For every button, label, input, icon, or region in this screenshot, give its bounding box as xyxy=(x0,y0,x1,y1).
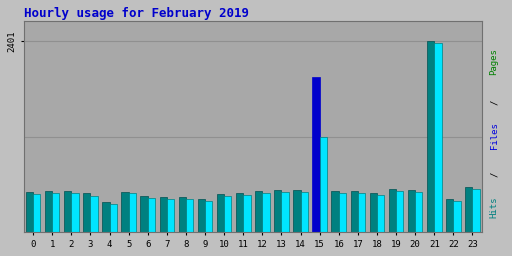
Text: Files: Files xyxy=(489,122,499,149)
Bar xyxy=(71,193,79,232)
Bar xyxy=(26,192,33,232)
Bar xyxy=(301,192,308,232)
Bar xyxy=(121,192,129,232)
Bar xyxy=(377,195,384,232)
Bar xyxy=(186,199,193,232)
Bar xyxy=(319,137,327,232)
Text: /: / xyxy=(489,100,499,105)
Bar xyxy=(205,201,212,232)
Bar xyxy=(140,196,148,232)
Bar xyxy=(64,190,71,232)
Text: Hits: Hits xyxy=(489,197,499,218)
Bar xyxy=(408,190,415,232)
Bar xyxy=(415,192,422,232)
Bar xyxy=(110,204,117,232)
Text: Hourly usage for February 2019: Hourly usage for February 2019 xyxy=(24,7,249,20)
Bar xyxy=(293,190,301,232)
Bar xyxy=(282,192,289,232)
Bar xyxy=(370,193,377,232)
Bar xyxy=(148,198,155,232)
Bar xyxy=(217,194,224,232)
Bar xyxy=(396,191,403,232)
Bar xyxy=(274,190,282,232)
Bar xyxy=(224,196,231,232)
Bar xyxy=(102,202,110,232)
Bar xyxy=(331,191,339,232)
Bar xyxy=(243,195,250,232)
Bar xyxy=(83,193,91,232)
Bar xyxy=(129,193,136,232)
Bar xyxy=(339,193,346,232)
Bar xyxy=(434,43,441,232)
Bar xyxy=(389,189,396,232)
Bar xyxy=(236,193,243,232)
Text: Pages: Pages xyxy=(489,48,499,75)
Bar xyxy=(167,199,174,232)
Bar xyxy=(351,191,358,232)
Bar xyxy=(262,193,270,232)
Bar xyxy=(160,197,167,232)
Bar xyxy=(465,187,473,232)
Bar xyxy=(427,41,434,232)
Bar xyxy=(473,189,480,232)
Bar xyxy=(358,193,365,232)
Bar xyxy=(33,194,40,232)
Bar xyxy=(52,193,59,232)
Bar xyxy=(255,191,262,232)
Bar xyxy=(198,199,205,232)
Bar xyxy=(312,77,319,232)
Bar xyxy=(446,199,453,232)
Bar xyxy=(453,200,461,232)
Bar xyxy=(91,196,98,232)
Text: /: / xyxy=(489,172,499,177)
Bar xyxy=(45,191,52,232)
Bar xyxy=(179,197,186,232)
